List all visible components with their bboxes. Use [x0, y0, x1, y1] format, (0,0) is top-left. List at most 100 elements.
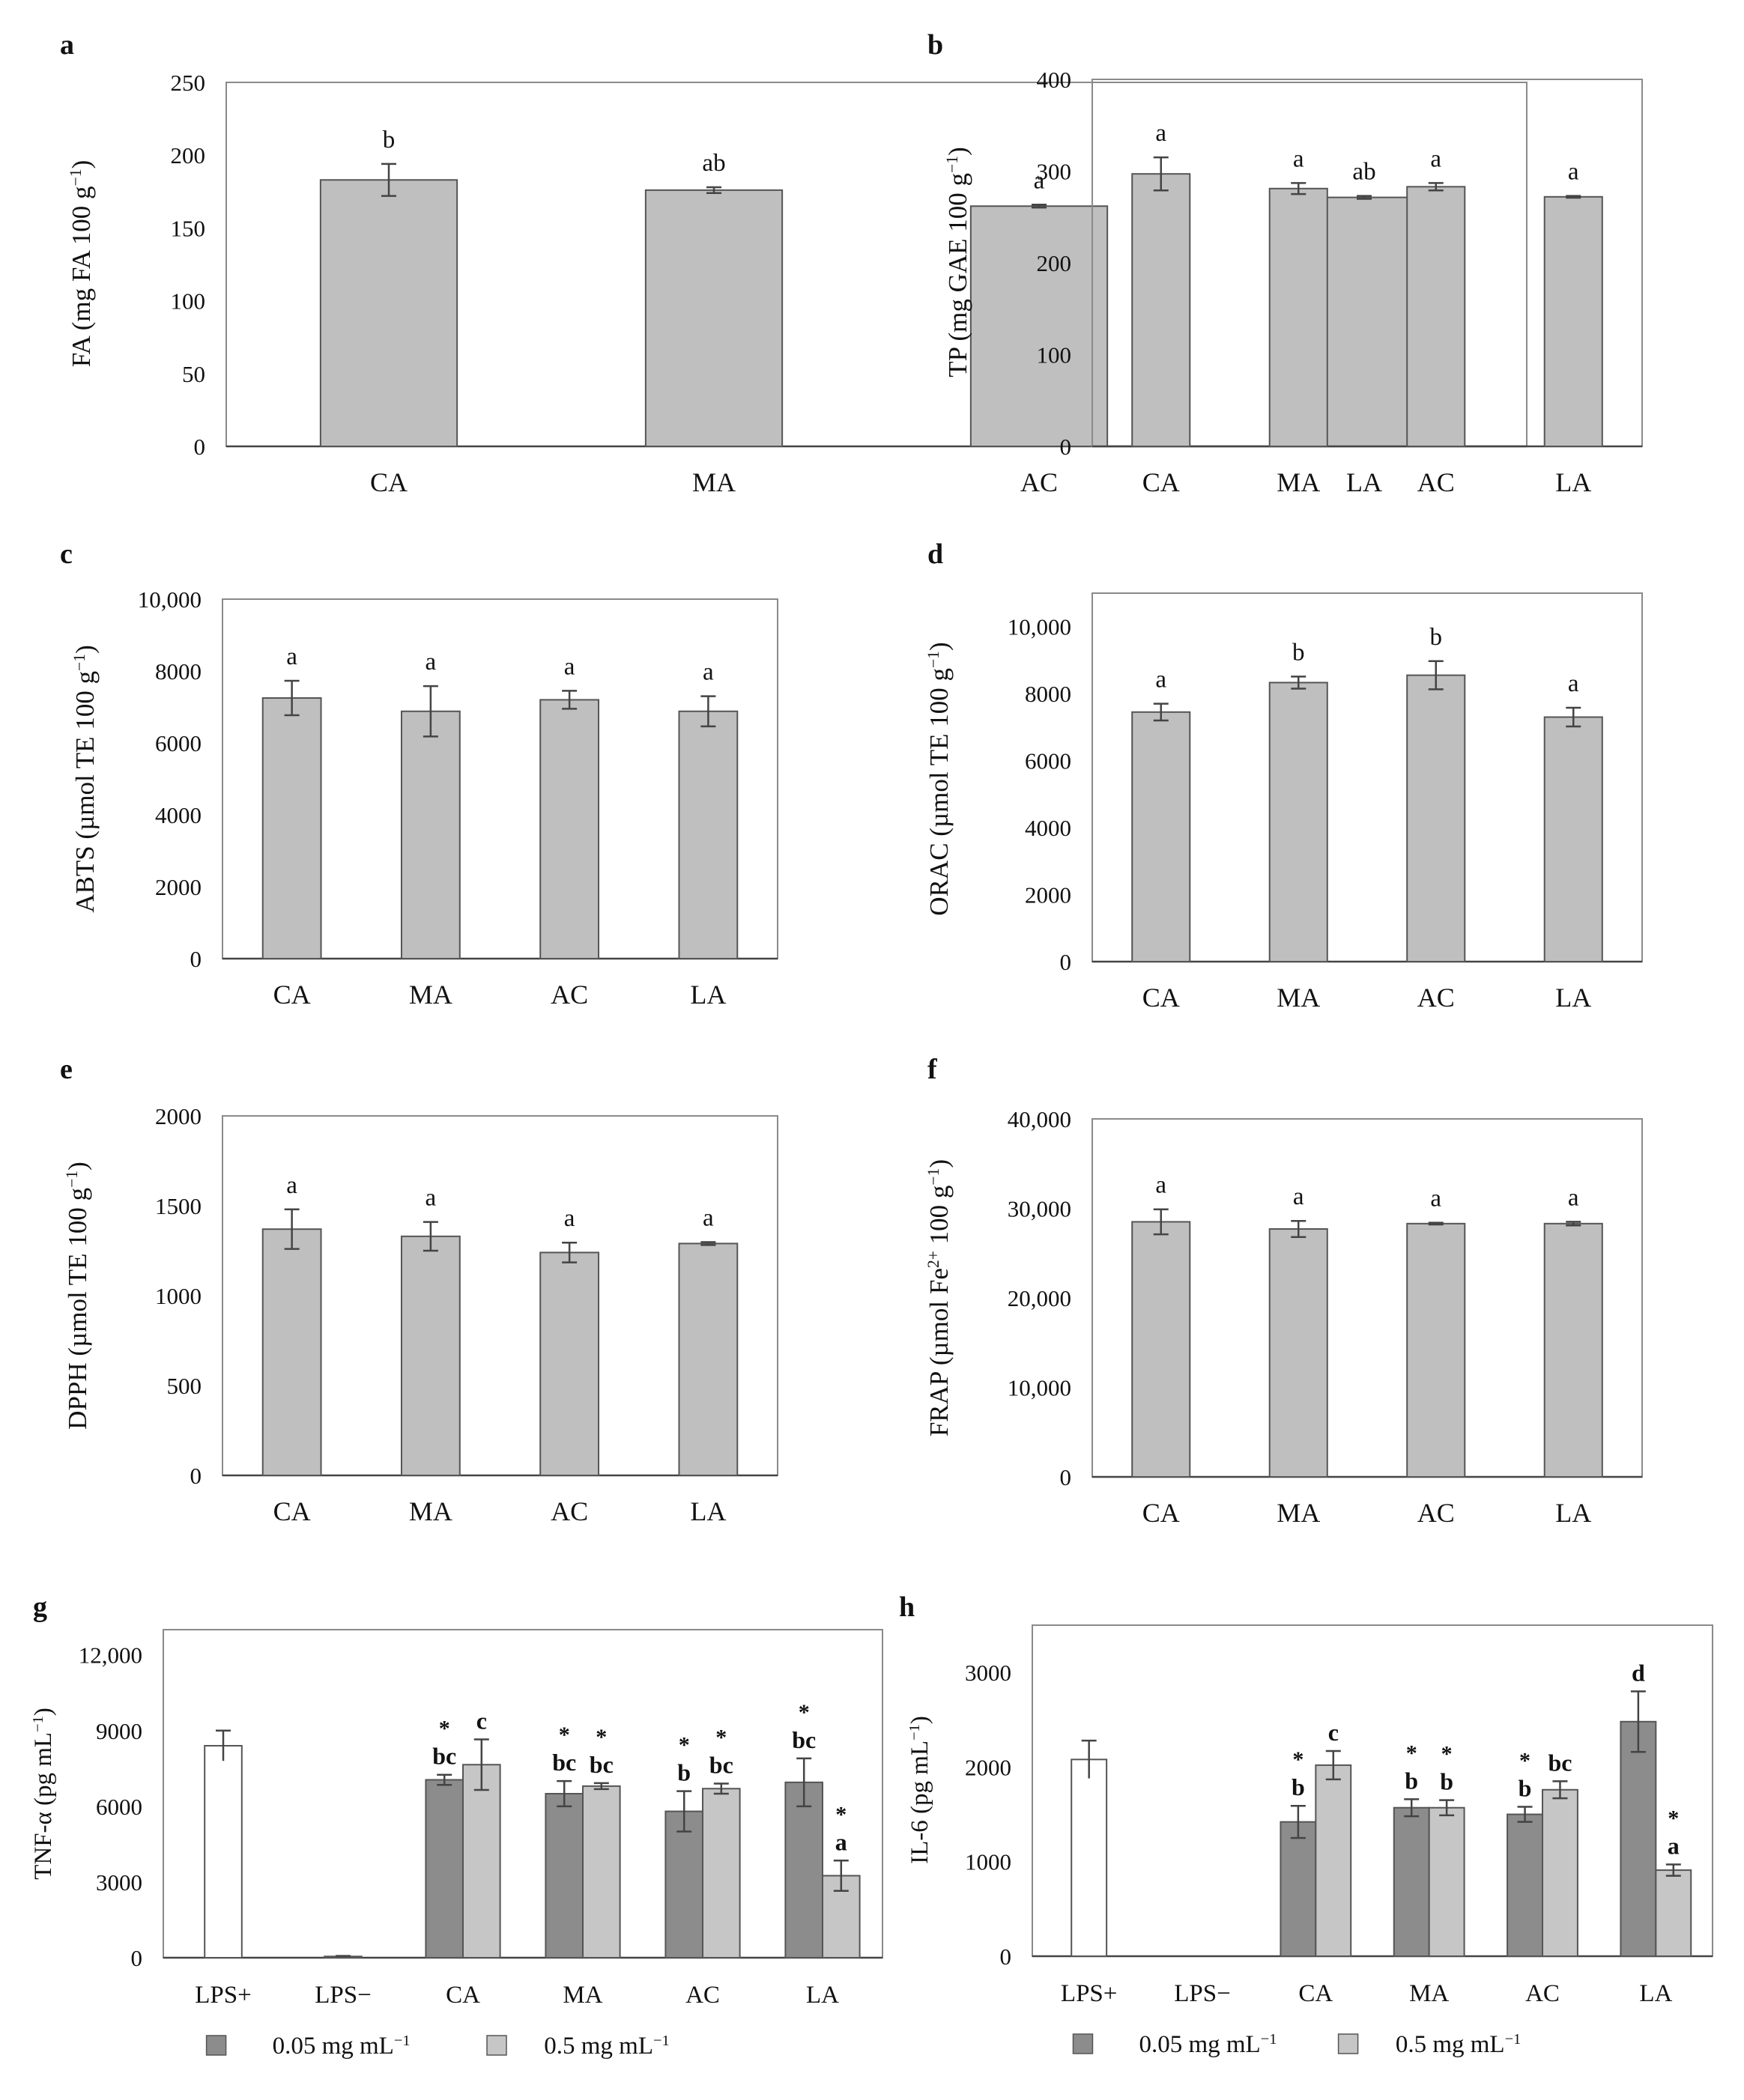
bar-LA-series1 [1620, 1720, 1657, 1958]
x-tick-label-CA: CA [1298, 1980, 1333, 2007]
x-tick-label-AC: AC [1417, 1498, 1455, 1528]
x-tick-label-LA: LA [1346, 467, 1382, 497]
y-tick-label: 0 [131, 1945, 143, 1971]
significance-letter: bc [709, 1752, 733, 1779]
y-tick-label: 2000 [155, 874, 202, 900]
plot-frame-h [1032, 1624, 1713, 1957]
bar-CA-series1 [425, 1779, 464, 1958]
significance-letter: a [1293, 1183, 1304, 1210]
panel-d: d 0 2000 4000 6000 8000 10,000 ORAC (µmol TE 10… [924, 538, 1643, 1013]
y-tick-label: 10,000 [1008, 614, 1071, 640]
significance-letter: a [1568, 670, 1579, 697]
significance-letter: bc [792, 1726, 816, 1753]
x-tick-label-LA: LA [1555, 983, 1591, 1013]
x-tick-label-LA: LA [1639, 1980, 1672, 2007]
y-axis-label-d: ORAC (µmol TE 100 g−1) [924, 642, 954, 915]
x-tick-label-AC: AC [1525, 1980, 1560, 2007]
y-tick-label: 8000 [1025, 681, 1071, 707]
panel-label-a: a [60, 29, 74, 61]
significance-star: * [1668, 1806, 1679, 1831]
bar-CA [261, 1228, 322, 1476]
y-tick-label: 2000 [155, 1103, 202, 1129]
y-tick-label: 250 [171, 70, 206, 96]
bar-MA-series1 [1393, 1806, 1430, 1958]
x-tick-label-MA: MA [1277, 467, 1320, 497]
significance-star: * [1406, 1741, 1417, 1765]
bar-MA-series1 [545, 1793, 584, 1958]
bar-MA-series2 [1428, 1806, 1465, 1958]
panel-b: b 0 100 200 300 400 TP (mg GAE 100 g−1) a CA a MA a… [927, 29, 1643, 497]
bar-MA [1268, 682, 1328, 962]
legend-label-0.05: 0.05 mg mL−1 [1139, 2031, 1277, 2058]
significance-letter: a [1155, 120, 1166, 147]
y-axis-label-f: FRAP (µmol Fe2+ 100 g−1) [924, 1159, 954, 1436]
y-tick-label: 0 [1060, 434, 1072, 460]
x-tick-label-CA: CA [446, 1982, 480, 2009]
x-tick-label-MA: MA [563, 1982, 602, 2009]
bar-LA [1543, 716, 1603, 962]
y-tick-label: 1000 [965, 1849, 1011, 1875]
significance-letter: a [426, 649, 437, 676]
y-tick-label: 3000 [96, 1869, 142, 1896]
y-axis-label-e: DPPH (µmol TE 100 g−1) [63, 1162, 92, 1430]
y-axis-label-c: ABTS (µmol TE 100 g−1) [70, 645, 100, 913]
panel-label-h: h [899, 1591, 915, 1623]
y-tick-label: 400 [1037, 67, 1072, 93]
y-tick-label: 50 [182, 361, 205, 387]
bar-LA [1543, 195, 1603, 447]
significance-letter: a [286, 643, 297, 670]
x-tick-label-CA: CA [370, 467, 408, 497]
significance-letter: b [383, 127, 396, 154]
x-tick-label-MA: MA [1409, 1980, 1449, 2007]
panel-label-g: g [33, 1591, 47, 1623]
significance-letter: a [286, 1172, 297, 1199]
significance-letter: bc [432, 1743, 456, 1770]
y-tick-label: 10,000 [138, 586, 202, 613]
bar-LA [678, 1242, 739, 1477]
significance-star: * [715, 1726, 727, 1750]
bar-control-LPS+ [204, 1744, 243, 1958]
significance-letter: bc [552, 1749, 576, 1776]
y-tick-label: 30,000 [1008, 1196, 1071, 1222]
significance-star: * [799, 1700, 810, 1725]
significance-star: * [835, 1802, 847, 1827]
y-tick-label: 4000 [155, 802, 202, 828]
legend-label-0.5: 0.5 mg mL−1 [1396, 2031, 1522, 2058]
y-tick-label: 300 [1037, 159, 1072, 185]
significance-letter: bc [590, 1751, 614, 1778]
panel-f: f 0 10,000 20,000 30,000 40,000 FRAP (µmol Fe2… [924, 1054, 1643, 1528]
panel-label-e: e [60, 1054, 73, 1085]
legend-label-0.05: 0.05 mg mL−1 [273, 2033, 411, 2060]
significance-letter: b [1292, 639, 1305, 666]
panel-label-f: f [927, 1054, 938, 1085]
significance-letter: d [1632, 1659, 1645, 1686]
x-tick-label-LPS+: LPS+ [195, 1982, 251, 2009]
y-tick-label: 20,000 [1008, 1285, 1071, 1311]
y-tick-label: 0 [1060, 1464, 1072, 1490]
y-axis-label-b: TP (mg GAE 100 g−1) [943, 147, 972, 377]
bar-MA [400, 710, 461, 959]
y-tick-label: 12,000 [79, 1642, 142, 1669]
y-tick-label: 2000 [965, 1754, 1011, 1780]
bar-AC [969, 205, 1109, 447]
y-axis-label-a: FA (mg FA 100 g−1) [67, 160, 96, 368]
bar-CA [1131, 711, 1191, 962]
bar-LA-series2 [1655, 1869, 1692, 1958]
significance-letter: c [1328, 1719, 1339, 1746]
y-tick-label: 100 [171, 288, 206, 315]
x-tick-label-AC: AC [1020, 467, 1058, 497]
bar-AC [1406, 186, 1466, 447]
y-tick-label: 0 [194, 434, 206, 460]
significance-letter: b [1440, 1768, 1453, 1795]
significance-letter: a [1568, 1184, 1579, 1211]
bar-MA [1268, 187, 1328, 447]
y-axis-label-h: IL-6 (pg mL−1) [906, 1716, 933, 1864]
bar-MA [400, 1235, 461, 1477]
significance-letter: a [426, 1185, 437, 1212]
y-tick-label: 1500 [155, 1193, 202, 1219]
bar-CA [1131, 1221, 1191, 1478]
bar-LA-series1 [784, 1781, 824, 1958]
bar-CA [1131, 173, 1191, 448]
legend-swatch-0.05 [1072, 2033, 1094, 2054]
x-tick-label-AC: AC [1417, 467, 1455, 497]
